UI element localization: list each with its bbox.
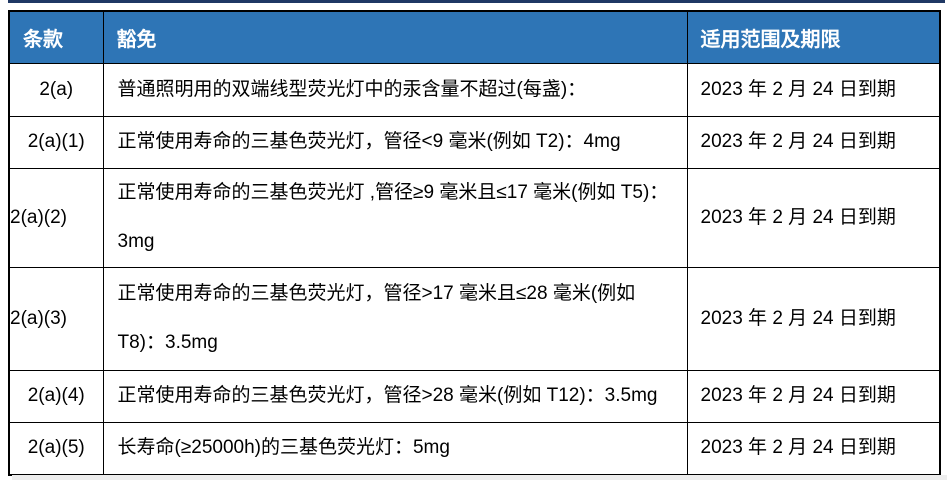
clause-text: 2(a)(5) bbox=[27, 437, 85, 459]
exemption-table: 条款 豁免 适用范围及期限 2(a) 普通照明用的双端线型荧光灯中的汞含量不超过… bbox=[8, 10, 941, 476]
clause-text: 2(a)(3) bbox=[10, 307, 68, 329]
table-header-row: 条款 豁免 适用范围及期限 bbox=[8, 10, 941, 64]
scope-cell: 2023 年 2 月 24 日到期 bbox=[686, 369, 941, 423]
table-row: 2(a) 普通照明用的双端线型荧光灯中的汞含量不超过(每盏)： 2023 年 2… bbox=[8, 62, 941, 117]
clause-cell: 2(a)(5) bbox=[8, 421, 104, 476]
clause-cell: 2(a)(4) bbox=[8, 369, 104, 423]
scope-text: 2023 年 2 月 24 日到期 bbox=[700, 437, 896, 459]
scope-cell: 2023 年 2 月 24 日到期 bbox=[686, 266, 941, 371]
scope-cell: 2023 年 2 月 24 日到期 bbox=[686, 115, 941, 169]
exemption-line: 3mg bbox=[117, 231, 155, 253]
scope-text: 2023 年 2 月 24 日到期 bbox=[700, 206, 896, 228]
clause-text: 2(a)(4) bbox=[27, 385, 85, 407]
clause-cell: 2(a)(1) bbox=[8, 115, 104, 169]
column-header-scope: 适用范围及期限 bbox=[686, 10, 941, 64]
scope-text: 2023 年 2 月 24 日到期 bbox=[700, 131, 896, 153]
exemption-line: 正常使用寿命的三基色荧光灯，管径<9 毫米(例如 T2)：4mg bbox=[117, 131, 621, 153]
table-row: 2(a)(1) 正常使用寿命的三基色荧光灯，管径<9 毫米(例如 T2)：4mg… bbox=[8, 115, 941, 169]
exemption-cell: 正常使用寿命的三基色荧光灯，管径<9 毫米(例如 T2)：4mg bbox=[102, 115, 688, 169]
table-bottom-shadow bbox=[12, 475, 947, 480]
exemption-cell: 普通照明用的双端线型荧光灯中的汞含量不超过(每盏)： bbox=[102, 62, 688, 117]
exemption-cell: 正常使用寿命的三基色荧光灯 ,管径≥9 毫米且≤17 毫米(例如 T5)： 3m… bbox=[102, 167, 688, 268]
scope-text: 2023 年 2 月 24 日到期 bbox=[700, 78, 896, 100]
scope-cell: 2023 年 2 月 24 日到期 bbox=[686, 167, 941, 268]
scope-cell: 2023 年 2 月 24 日到期 bbox=[686, 62, 941, 117]
table-row: 2(a)(2) 正常使用寿命的三基色荧光灯 ,管径≥9 毫米且≤17 毫米(例如… bbox=[8, 167, 941, 268]
exemption-cell: 长寿命(≥25000h)的三基色荧光灯：5mg bbox=[102, 421, 688, 476]
scope-cell: 2023 年 2 月 24 日到期 bbox=[686, 421, 941, 476]
table-row: 2(a)(3) 正常使用寿命的三基色荧光灯，管径>17 毫米且≤28 毫米(例如… bbox=[8, 266, 941, 371]
clause-cell: 2(a)(3) bbox=[8, 266, 104, 371]
exemption-cell: 正常使用寿命的三基色荧光灯，管径>17 毫米且≤28 毫米(例如 T8)：3.5… bbox=[102, 266, 688, 371]
table-row: 2(a)(4) 正常使用寿命的三基色荧光灯，管径>28 毫米(例如 T12)：3… bbox=[8, 369, 941, 423]
exemption-line: T8)：3.5mg bbox=[117, 332, 218, 354]
exemption-line: 正常使用寿命的三基色荧光灯 ,管径≥9 毫米且≤17 毫米(例如 T5)： bbox=[117, 182, 669, 204]
clause-cell: 2(a) bbox=[8, 62, 104, 117]
clause-text: 2(a) bbox=[39, 78, 74, 100]
exemption-line: 正常使用寿命的三基色荧光灯，管径>17 毫米且≤28 毫米(例如 bbox=[117, 283, 636, 305]
table-row: 2(a)(5) 长寿命(≥25000h)的三基色荧光灯：5mg 2023 年 2… bbox=[8, 421, 941, 476]
exemption-line: 正常使用寿命的三基色荧光灯，管径>28 毫米(例如 T12)：3.5mg bbox=[117, 385, 658, 407]
column-header-clause: 条款 bbox=[8, 10, 104, 64]
exemption-line: 普通照明用的双端线型荧光灯中的汞含量不超过(每盏)： bbox=[117, 78, 587, 100]
exemption-cell: 正常使用寿命的三基色荧光灯，管径>28 毫米(例如 T12)：3.5mg bbox=[102, 369, 688, 423]
scope-text: 2023 年 2 月 24 日到期 bbox=[700, 307, 896, 329]
exemption-line: 长寿命(≥25000h)的三基色荧光灯：5mg bbox=[117, 437, 450, 459]
clause-cell: 2(a)(2) bbox=[8, 167, 104, 268]
top-accent-line bbox=[8, 0, 945, 3]
column-header-exemption: 豁免 bbox=[102, 10, 688, 64]
clause-text: 2(a)(1) bbox=[27, 131, 85, 153]
clause-text: 2(a)(2) bbox=[10, 206, 68, 228]
scope-text: 2023 年 2 月 24 日到期 bbox=[700, 385, 896, 407]
